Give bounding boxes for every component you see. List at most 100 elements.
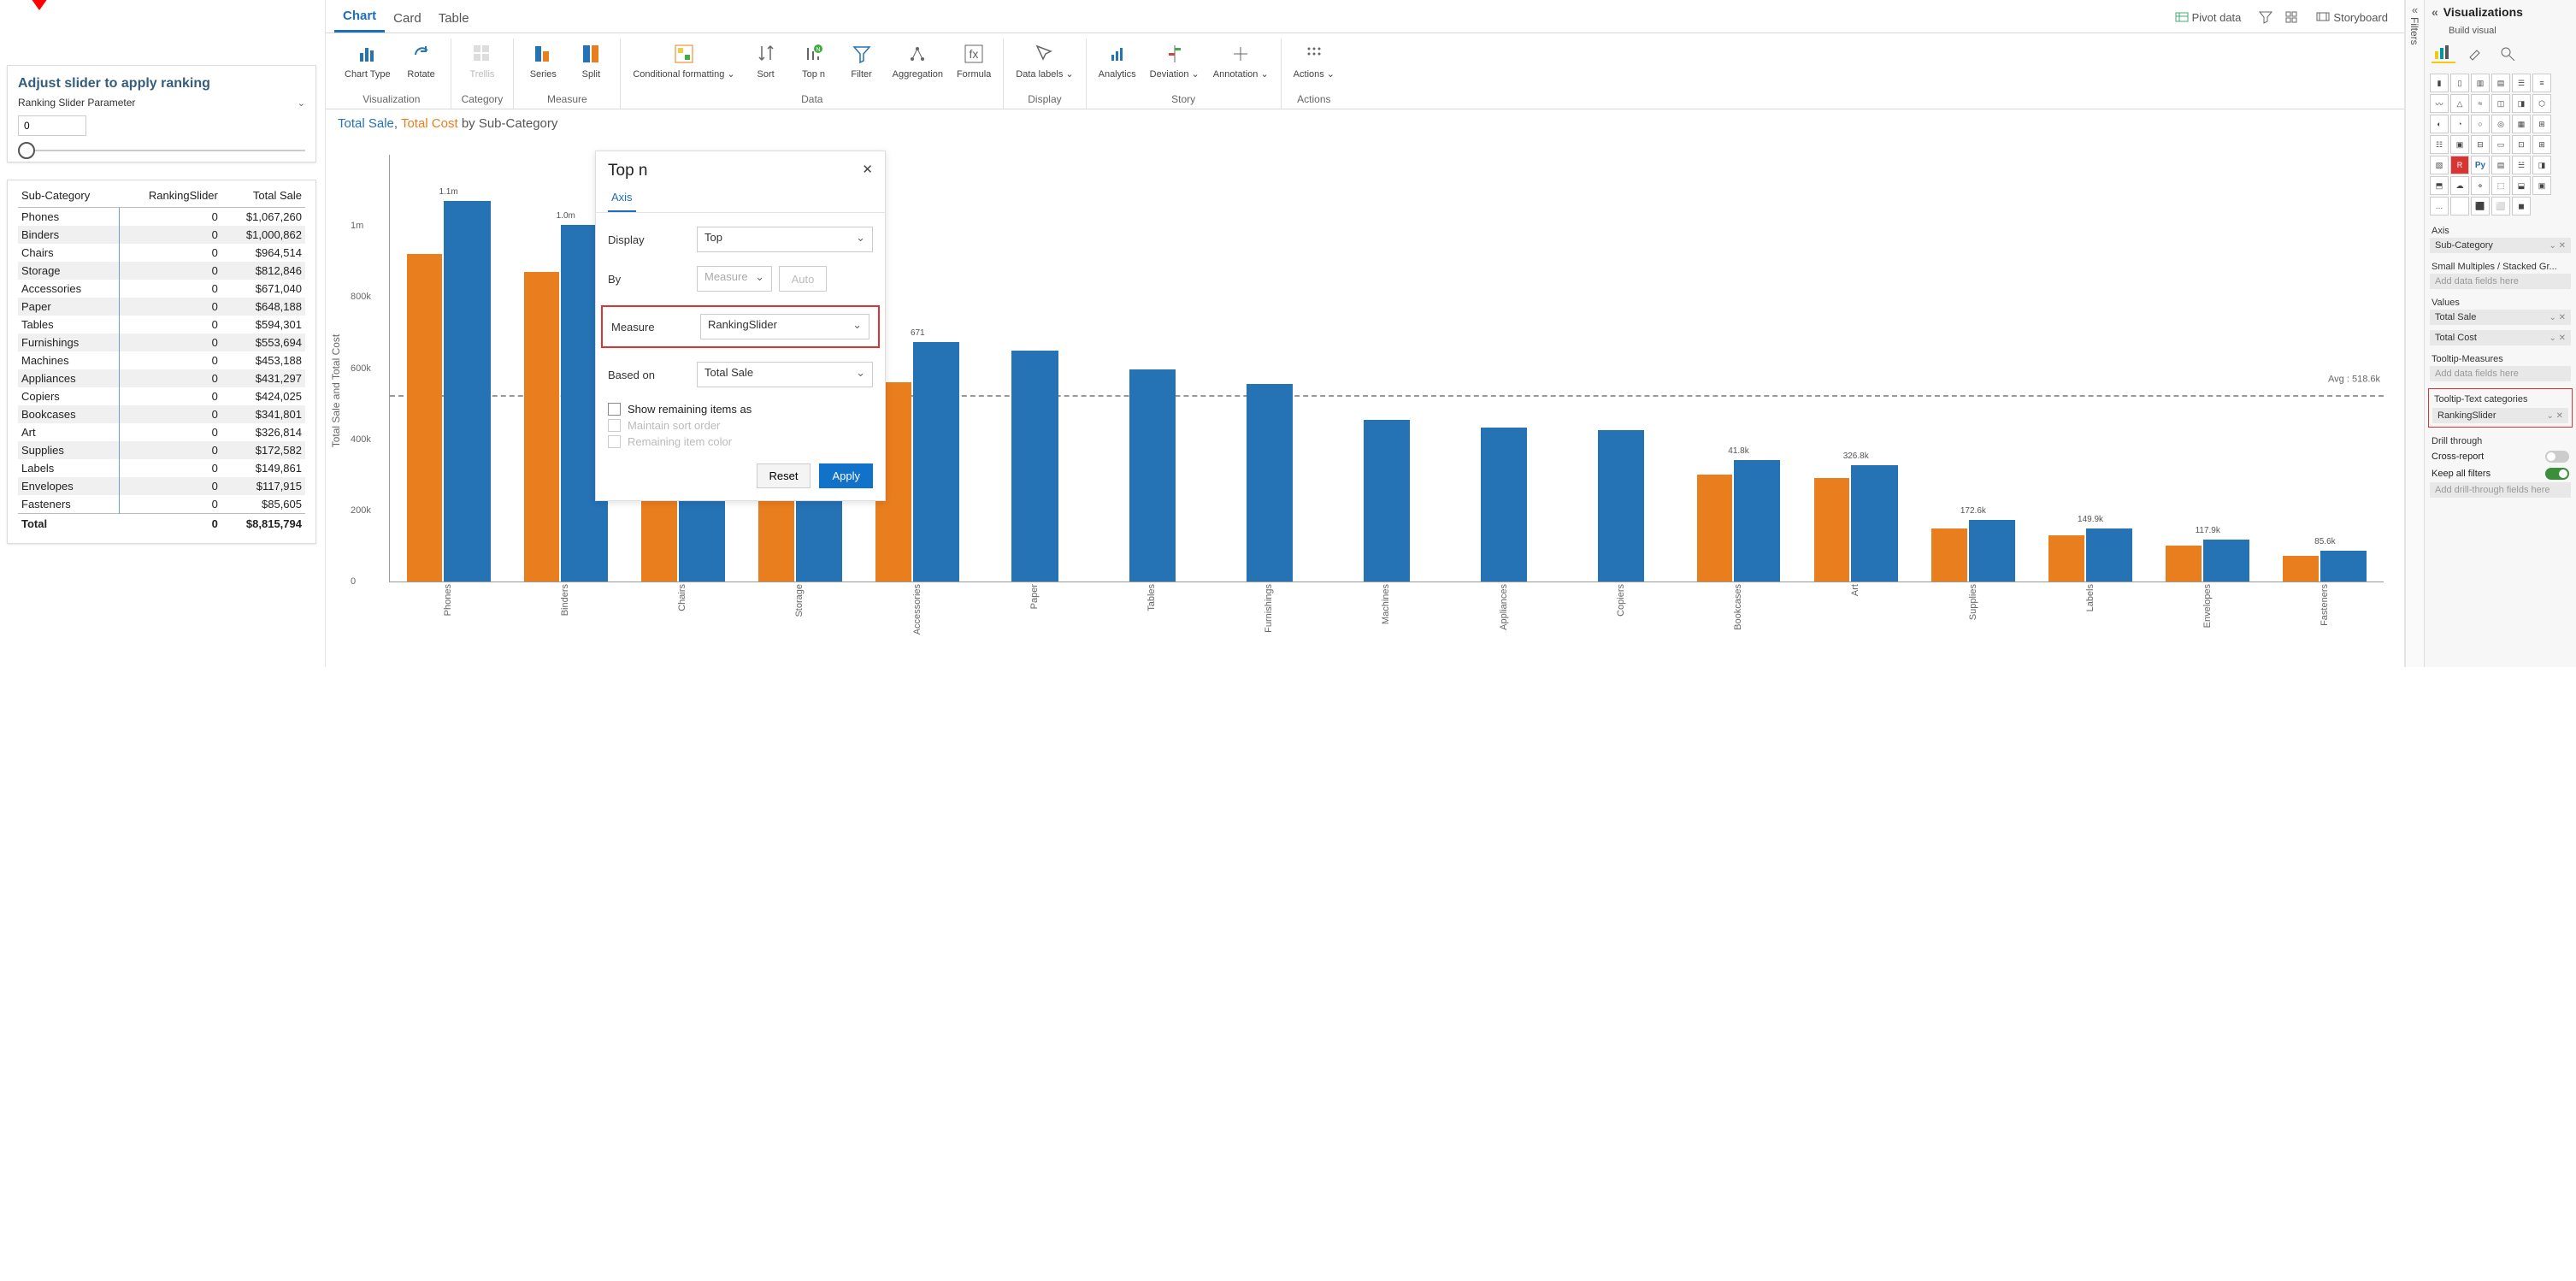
axis-section: Axis [2425, 222, 2576, 238]
col-subcategory: Sub-Category [18, 180, 119, 208]
reset-button[interactable]: Reset [757, 463, 811, 488]
format-visual-icon[interactable] [2464, 43, 2488, 63]
measure-label: Measure [611, 321, 693, 334]
measure-select[interactable]: RankingSlider [700, 314, 869, 339]
viz-type-icon[interactable]: ☱ [2512, 156, 2531, 174]
viz-type-icon[interactable]: ⊡ [2512, 135, 2531, 154]
auto-button[interactable]: Auto [779, 266, 827, 292]
keep-filters-toggle[interactable] [2545, 468, 2569, 480]
viz-type-icon[interactable]: ⬛ [2471, 197, 2490, 215]
sm-well[interactable]: Add data fields here [2430, 274, 2571, 289]
funnel-icon[interactable] [2259, 10, 2272, 24]
values-well-sale[interactable]: Total Sale⌄ ✕ [2430, 310, 2571, 325]
tab-chart[interactable]: Chart [334, 3, 385, 32]
values-well-cost[interactable]: Total Cost⌄ ✕ [2430, 330, 2571, 345]
tab-card[interactable]: Card [385, 6, 430, 32]
bar-group: 1.1m [404, 201, 492, 581]
dialog-tab-axis[interactable]: Axis [608, 184, 636, 212]
grid-icon[interactable] [2284, 10, 2298, 24]
ribbon-actions[interactable]: Actions ⌄ [1292, 38, 1336, 92]
analytics-pane-icon[interactable] [2496, 43, 2520, 63]
viz-type-icon[interactable]: ◐ [2430, 115, 2449, 133]
tab-table[interactable]: Table [430, 6, 478, 32]
left-panel: Adjust slider to apply ranking Ranking S… [0, 0, 325, 667]
viz-type-icon[interactable]: ⬜ [2491, 197, 2510, 215]
axis-well[interactable]: Sub-Category⌄ ✕ [2430, 238, 2571, 253]
build-visual-icon[interactable] [2432, 43, 2455, 63]
viz-type-icon[interactable]: ▤ [2491, 74, 2510, 92]
viz-type-icon[interactable]: ▥ [2471, 74, 2490, 92]
slider-value-input[interactable] [18, 115, 86, 136]
svg-text:N: N [816, 47, 820, 53]
tooltip-text-well[interactable]: RankingSlider⌄ ✕ [2432, 408, 2568, 423]
viz-type-icon[interactable]: ⊞ [2532, 115, 2551, 133]
viz-type-icon[interactable]: ▦ [2512, 115, 2531, 133]
x-category: Accessories [858, 584, 976, 647]
viz-type-icon[interactable]: ◨ [2512, 94, 2531, 113]
ribbon-series[interactable]: Series [524, 38, 562, 92]
ribbon-formula[interactable]: fxFormula [955, 38, 993, 92]
viz-type-icon[interactable]: ◔ [2450, 115, 2469, 133]
viz-type-icon[interactable]: … [2430, 197, 2449, 215]
basedon-select[interactable]: Total Sale [697, 362, 873, 387]
viz-type-icon[interactable]: ◼ [2512, 197, 2531, 215]
ribbon-aggregation[interactable]: Aggregation [891, 38, 945, 92]
ribbon-rotate[interactable]: Rotate [403, 38, 440, 92]
chart-title: Total Sale, Total Cost by Sub-Category [338, 113, 2392, 134]
filters-collapsed[interactable]: « Filters [2405, 0, 2424, 667]
chk-show-remaining[interactable] [608, 403, 621, 416]
viz-type-icon[interactable]: Py [2471, 156, 2490, 174]
ribbon-sort[interactable]: Sort [747, 38, 785, 92]
by-select[interactable]: Measure [697, 266, 772, 292]
ribbon-topn[interactable]: NTop n [795, 38, 833, 92]
slider-thumb[interactable] [18, 142, 35, 159]
viz-type-icon[interactable]: ☁ [2450, 176, 2469, 195]
ribbon-analytics[interactable]: Analytics [1097, 38, 1138, 92]
drill-well[interactable]: Add drill-through fields here [2430, 482, 2571, 498]
pivot-data-button[interactable]: Pivot data [2169, 7, 2248, 27]
viz-type-icon[interactable]: ▭ [2491, 135, 2510, 154]
viz-type-icon[interactable]: ≈ [2471, 94, 2490, 113]
viz-type-icon[interactable]: 〰 [2430, 94, 2449, 113]
viz-type-icon[interactable]: ⬡ [2532, 94, 2551, 113]
ribbon-cond-format[interactable]: Conditional formatting ⌄ [631, 38, 736, 92]
chevron-down-icon[interactable]: ⌄ [298, 97, 305, 109]
viz-type-icon[interactable]: △ [2450, 94, 2469, 113]
cross-report-toggle[interactable] [2545, 451, 2569, 463]
viz-type-icon[interactable]: R [2450, 156, 2469, 174]
viz-type-icon[interactable]: ⊟ [2471, 135, 2490, 154]
storyboard-button[interactable]: Storyboard [2310, 7, 2394, 27]
bar-group [1577, 430, 1665, 581]
close-icon[interactable]: ✕ [862, 162, 873, 180]
viz-type-icon[interactable]: ☰ [2512, 74, 2531, 92]
apply-button[interactable]: Apply [819, 463, 873, 488]
viz-type-icon[interactable]: ☷ [2430, 135, 2449, 154]
viz-type-icon[interactable]: ⬚ [2491, 176, 2510, 195]
viz-type-icon[interactable]: ⬓ [2512, 176, 2531, 195]
viz-type-icon[interactable] [2450, 197, 2469, 215]
viz-type-icon[interactable]: ≡ [2532, 74, 2551, 92]
tooltip-measures-well[interactable]: Add data fields here [2430, 366, 2571, 381]
ribbon-annotation[interactable]: Annotation ⌄ [1211, 38, 1270, 92]
slider-track[interactable] [18, 150, 305, 151]
display-select[interactable]: Top [697, 227, 873, 252]
viz-type-icon[interactable]: ○ [2471, 115, 2490, 133]
viz-type-icon[interactable]: ⋄ [2471, 176, 2490, 195]
viz-type-icon[interactable]: ▧ [2430, 156, 2449, 174]
ribbon-deviation[interactable]: Deviation ⌄ [1148, 38, 1201, 92]
viz-type-icon[interactable]: ◎ [2491, 115, 2510, 133]
viz-type-icon[interactable]: ▯ [2450, 74, 2469, 92]
viz-type-icon[interactable]: ◨ [2532, 156, 2551, 174]
ribbon-filter[interactable]: Filter [843, 38, 881, 92]
viz-type-icon[interactable]: ⊞ [2532, 135, 2551, 154]
viz-type-icon[interactable]: ◫ [2491, 94, 2510, 113]
viz-type-icon[interactable]: ▮ [2430, 74, 2449, 92]
bar-group: 172.6k [1929, 520, 2018, 581]
ribbon-split[interactable]: Split [572, 38, 610, 92]
ribbon-data-labels[interactable]: Data labels ⌄ [1014, 38, 1075, 92]
viz-type-icon[interactable]: ▤ [2491, 156, 2510, 174]
ribbon-chart-type[interactable]: Chart Type [343, 38, 392, 92]
viz-type-icon[interactable]: ▣ [2450, 135, 2469, 154]
viz-type-icon[interactable]: ▣ [2532, 176, 2551, 195]
viz-type-icon[interactable]: ⬒ [2430, 176, 2449, 195]
